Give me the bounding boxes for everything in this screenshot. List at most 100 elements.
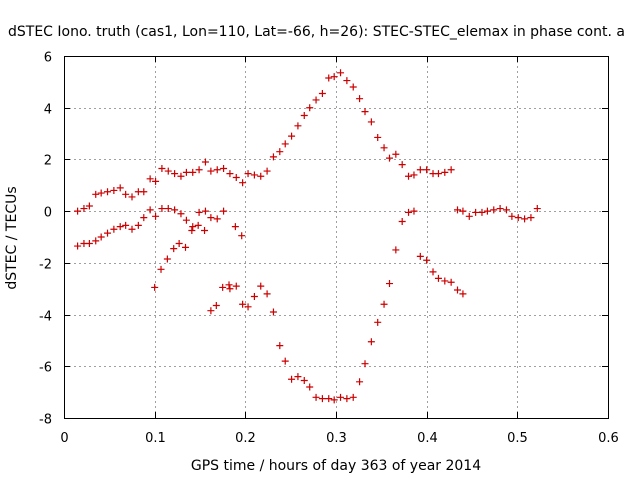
data-point (152, 177, 160, 185)
data-point (207, 307, 215, 315)
data-point (163, 255, 171, 263)
data-point (398, 161, 406, 169)
x-tick-label: 0 (60, 431, 68, 446)
series-satellite-arc-3 (151, 221, 246, 315)
data-point (330, 396, 338, 404)
data-point (188, 227, 196, 235)
data-point (195, 208, 203, 216)
data-point (140, 188, 148, 196)
data-point (392, 150, 400, 158)
data-point (410, 207, 418, 215)
data-point (269, 153, 277, 161)
data-point (134, 221, 142, 229)
data-point (356, 95, 364, 103)
data-point (429, 268, 437, 276)
data-points (74, 69, 541, 404)
data-point (269, 308, 277, 316)
data-point (343, 77, 351, 85)
data-point (194, 221, 202, 229)
grid-lines (64, 56, 608, 418)
y-tick-label: 0 (44, 206, 52, 221)
data-point (318, 89, 326, 97)
data-point (116, 184, 124, 192)
axis-ticks: 0 0.1 0.2 0.3 0.4 0.5 0.6 -8 -6 -4 -2 0 2 4 6 (39, 51, 619, 447)
data-point (405, 172, 413, 180)
data-point (434, 170, 442, 178)
data-point (116, 223, 124, 231)
data-point (434, 274, 442, 282)
data-point (151, 283, 159, 291)
data-point (356, 378, 364, 386)
data-point (97, 233, 105, 241)
data-point (441, 168, 449, 176)
x-tick-label: 0.4 (417, 431, 438, 446)
data-point (288, 132, 296, 140)
data-point (367, 338, 375, 346)
data-point (122, 190, 130, 198)
data-point (231, 223, 239, 231)
data-point (496, 205, 504, 213)
data-point (392, 246, 400, 254)
data-point (207, 167, 215, 175)
data-point (300, 111, 308, 119)
data-point (459, 207, 467, 215)
data-point (74, 242, 82, 250)
data-point (207, 214, 215, 222)
data-point (122, 221, 130, 229)
data-point (140, 214, 148, 222)
data-point (201, 227, 209, 235)
data-point (337, 69, 345, 77)
data-point (453, 286, 461, 294)
data-point (423, 166, 431, 174)
data-point (244, 170, 252, 178)
data-point (74, 207, 82, 215)
x-tick-label: 0.3 (326, 431, 347, 446)
data-point (92, 190, 100, 198)
chart-title: dSTEC Iono. truth (cas1, Lon=110, Lat=-6… (8, 24, 625, 40)
data-point (447, 166, 455, 174)
data-point (385, 280, 393, 288)
data-point (92, 237, 100, 245)
data-point (152, 212, 160, 220)
data-point (80, 205, 88, 213)
data-point (239, 179, 247, 187)
data-point (146, 206, 154, 214)
data-point (276, 148, 284, 156)
y-tick-label: -2 (39, 258, 52, 273)
data-point (201, 207, 209, 215)
data-point (465, 212, 473, 220)
data-point (330, 73, 338, 81)
data-point (177, 210, 185, 218)
data-point (416, 252, 424, 260)
data-point (104, 229, 112, 237)
data-point (182, 168, 190, 176)
data-point (189, 168, 197, 176)
data-point (325, 74, 333, 82)
data-point (405, 208, 413, 216)
data-point (201, 158, 209, 166)
data-point (380, 144, 388, 152)
data-point (164, 167, 172, 175)
data-point (533, 205, 541, 213)
data-point (128, 225, 136, 233)
y-tick-label: -4 (39, 310, 52, 325)
x-tick-label: 0.2 (235, 431, 256, 446)
data-point (276, 342, 284, 350)
data-point (325, 395, 333, 403)
data-point (213, 166, 221, 174)
data-point (263, 290, 271, 298)
series-satellite-arc-2 (74, 205, 467, 404)
data-point (349, 393, 357, 401)
data-point (343, 395, 351, 403)
data-point (472, 208, 480, 216)
data-point (232, 174, 240, 182)
data-point (398, 217, 406, 225)
data-point (490, 206, 498, 214)
data-point (288, 375, 296, 383)
data-point (306, 104, 314, 112)
data-point (181, 243, 189, 251)
data-point (97, 189, 105, 197)
data-point (171, 170, 179, 178)
data-point (367, 118, 375, 126)
data-point (146, 175, 154, 183)
